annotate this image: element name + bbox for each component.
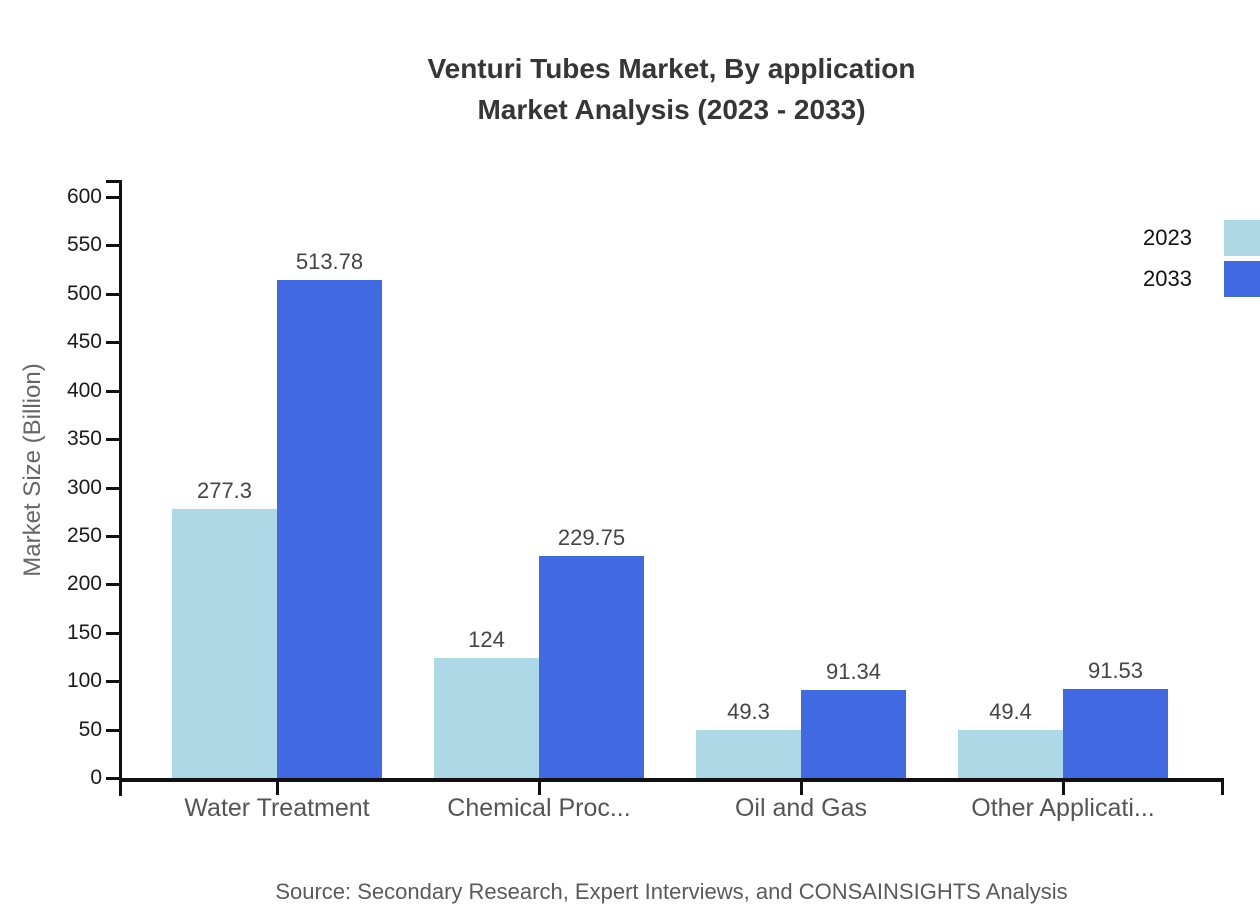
- x-category-label: Chemical Proc...: [447, 794, 631, 822]
- x-tick: [1062, 778, 1065, 795]
- bar-value-label: 513.78: [295, 249, 364, 275]
- y-tick-label: 400: [66, 378, 102, 402]
- y-tick: [106, 777, 119, 780]
- y-tick: [106, 534, 119, 538]
- y-tick: [106, 196, 119, 199]
- y-tick: [106, 486, 119, 490]
- x-axis-line: [119, 778, 1224, 782]
- y-tick: [106, 438, 119, 442]
- y-tick-label: 550: [66, 233, 102, 257]
- x-tick: [800, 778, 803, 795]
- bar-value-label: 91.34: [825, 658, 882, 684]
- bar-value-label: 229.75: [557, 524, 626, 550]
- y-tick-label: 150: [66, 620, 102, 644]
- y-tick: [106, 728, 119, 732]
- y-tick: [106, 292, 119, 296]
- legend-label: 2023: [1143, 225, 1192, 250]
- y-tick: [106, 244, 119, 248]
- y-tick-label: 200: [66, 572, 102, 596]
- x-tick: [538, 778, 541, 795]
- y-tick: [106, 680, 119, 684]
- x-tick: [276, 778, 279, 795]
- source-note: Source: Secondary Research, Expert Inter…: [275, 879, 1068, 904]
- y-tick-label: 100: [66, 669, 102, 693]
- y-tick-label: 450: [66, 330, 102, 354]
- y-tick: [106, 341, 119, 345]
- bar: [696, 730, 801, 778]
- y-tick: [106, 583, 119, 587]
- x-category-label: Oil and Gas: [734, 794, 867, 822]
- y-tick: [106, 631, 119, 635]
- legend-swatch: [1224, 261, 1260, 297]
- y-tick: [106, 389, 119, 393]
- bar-value-label: 49.3: [727, 699, 770, 725]
- bar-value-label: 91.53: [1087, 658, 1144, 684]
- y-tick-label: 500: [66, 281, 102, 305]
- y-tick-label: 0: [90, 766, 102, 789]
- y-tick-label: 600: [66, 185, 102, 208]
- bar-value-label: 124: [468, 626, 505, 652]
- x-category-label: Other Applicati...: [971, 794, 1155, 822]
- bar: [434, 657, 539, 778]
- x-axis-endcap-tick: [1221, 778, 1224, 795]
- chart-title-line2: Market Analysis (2023 - 2033): [477, 94, 866, 125]
- bar: [958, 730, 1063, 778]
- bar: [539, 555, 644, 778]
- y-tick-label: 300: [66, 475, 102, 499]
- chart-title-line1: Venturi Tubes Market, By application: [427, 53, 916, 84]
- legend-label: 2033: [1143, 266, 1192, 291]
- bar: [172, 509, 277, 778]
- y-axis-endcap-tick: [106, 180, 119, 183]
- y-tick-label: 50: [78, 717, 102, 741]
- x-category-label: Water Treatment: [184, 794, 370, 822]
- bar: [1063, 689, 1168, 778]
- bar: [801, 689, 906, 778]
- y-axis-line: [119, 180, 122, 796]
- legend-swatch: [1224, 220, 1260, 256]
- bar-value-label: 49.4: [989, 699, 1032, 725]
- bar: [277, 280, 382, 778]
- y-tick-label: 350: [66, 427, 102, 451]
- bar-value-label: 277.3: [196, 478, 253, 504]
- y-tick-label: 250: [66, 523, 102, 547]
